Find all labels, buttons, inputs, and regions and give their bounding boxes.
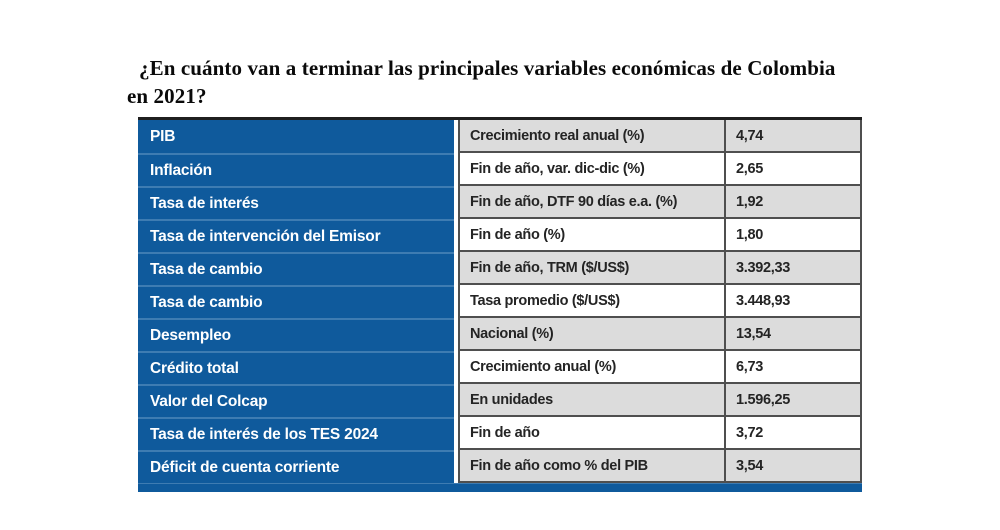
value-cell: 6,73 [724, 351, 862, 384]
value-cell: 1.596,25 [724, 384, 862, 417]
variable-cell: Valor del Colcap [138, 384, 454, 417]
column-gap [454, 384, 458, 417]
column-gap [454, 450, 458, 483]
table-row: Desempleo Nacional (%) 13,54 [138, 318, 862, 351]
column-gap [454, 417, 458, 450]
column-gap [454, 252, 458, 285]
measure-cell: Crecimiento anual (%) [458, 351, 724, 384]
value-cell: 3.448,93 [724, 285, 862, 318]
table-bottom-accent-bar [138, 483, 862, 492]
table-row: Valor del Colcap En unidades 1.596,25 [138, 384, 862, 417]
table-row: PIB Crecimiento real anual (%) 4,74 [138, 120, 862, 153]
variable-cell: Déficit de cuenta corriente [138, 450, 454, 483]
page-title: ¿En cuánto van a terminar las principale… [127, 56, 836, 109]
value-cell: 1,92 [724, 186, 862, 219]
table-row: Crédito total Crecimiento anual (%) 6,73 [138, 351, 862, 384]
value-cell: 2,65 [724, 153, 862, 186]
measure-cell: Crecimiento real anual (%) [458, 120, 724, 153]
variable-cell: PIB [138, 120, 454, 153]
variable-cell: Tasa de interés [138, 186, 454, 219]
measure-cell: Fin de año, TRM ($/US$) [458, 252, 724, 285]
table-row: Tasa de interés de los TES 2024 Fin de añ… [138, 417, 862, 450]
measure-cell: Fin de año [458, 417, 724, 450]
value-cell: 3,72 [724, 417, 862, 450]
table-row: Tasa de intervención del Emisor Fin de añ… [138, 219, 862, 252]
table-row: Tasa de cambio Tasa promedio ($/US$) 3.448… [138, 285, 862, 318]
column-gap [454, 186, 458, 219]
value-cell: 13,54 [724, 318, 862, 351]
table-row: Déficit de cuenta corriente Fin de año co… [138, 450, 862, 483]
column-gap [454, 318, 458, 351]
table-row: Tasa de cambio Fin de año, TRM ($/US$) 3.3… [138, 252, 862, 285]
column-gap [454, 120, 458, 153]
variable-cell: Desempleo [138, 318, 454, 351]
measure-cell: Fin de año como % del PIB [458, 450, 724, 483]
value-cell: 1,80 [724, 219, 862, 252]
value-cell: 4,74 [724, 120, 862, 153]
economic-forecast-table: PIB Crecimiento real anual (%) 4,74 Inflaci… [138, 117, 862, 492]
table-row: Inflación Fin de año, var. dic-dic (%) 2,6… [138, 153, 862, 186]
value-cell: 3.392,33 [724, 252, 862, 285]
variable-cell: Tasa de cambio [138, 285, 454, 318]
column-gap [454, 285, 458, 318]
variable-cell: Tasa de interés de los TES 2024 [138, 417, 454, 450]
measure-cell: Nacional (%) [458, 318, 724, 351]
measure-cell: En unidades [458, 384, 724, 417]
measure-cell: Tasa promedio ($/US$) [458, 285, 724, 318]
variable-cell: Crédito total [138, 351, 454, 384]
forecast-table-body: PIB Crecimiento real anual (%) 4,74 Inflaci… [138, 120, 862, 483]
measure-cell: Fin de año (%) [458, 219, 724, 252]
variable-cell: Tasa de cambio [138, 252, 454, 285]
variable-cell: Tasa de intervención del Emisor [138, 219, 454, 252]
column-gap [454, 219, 458, 252]
value-cell: 3,54 [724, 450, 862, 483]
measure-cell: Fin de año, var. dic-dic (%) [458, 153, 724, 186]
measure-cell: Fin de año, DTF 90 días e.a. (%) [458, 186, 724, 219]
column-gap [454, 153, 458, 186]
table-row: Tasa de interés Fin de año, DTF 90 días e… [138, 186, 862, 219]
variable-cell: Inflación [138, 153, 454, 186]
column-gap [454, 351, 458, 384]
